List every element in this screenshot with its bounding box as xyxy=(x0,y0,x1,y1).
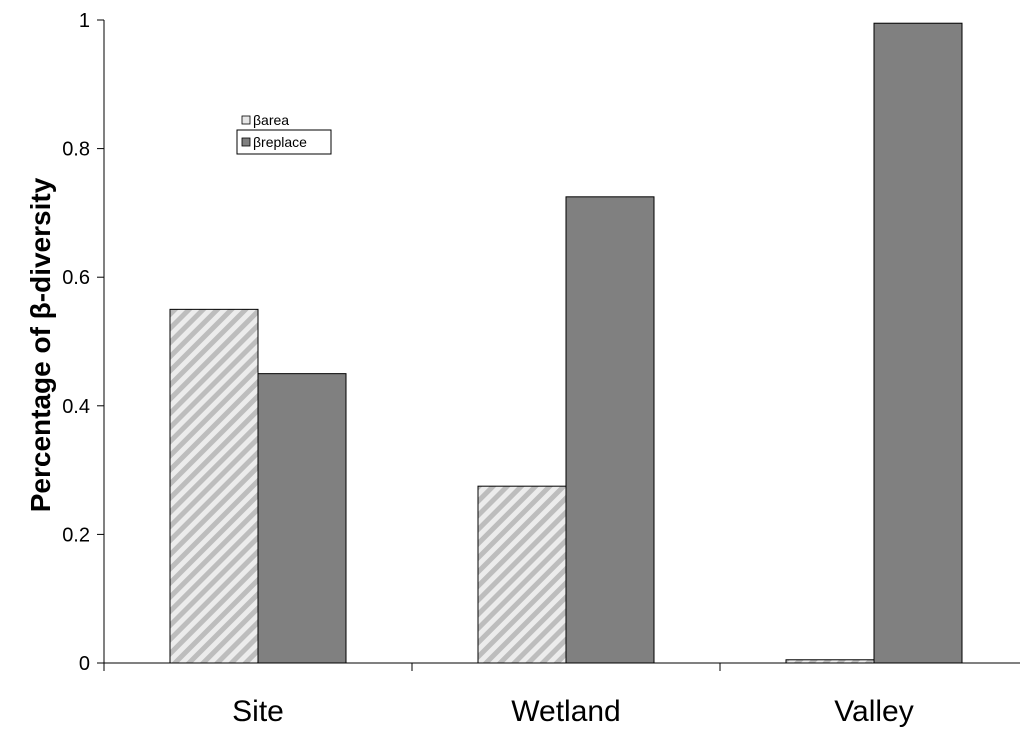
legend-box xyxy=(236,129,332,155)
bar-replace-valley xyxy=(873,22,963,664)
legend-swatch-area xyxy=(241,115,251,125)
x-tick-label-wetland: Wetland xyxy=(511,695,621,728)
legend: βarea βreplace xyxy=(236,112,332,155)
x-tick-label-site: Site xyxy=(232,695,284,728)
y-tick-label: 0.2 xyxy=(62,524,90,546)
y-tick-label: 0.8 xyxy=(62,139,90,161)
bars-layer xyxy=(169,22,963,664)
y-tick-label: 0.4 xyxy=(62,396,90,418)
bar-replace-wetland xyxy=(565,196,655,664)
bar-area-wetland xyxy=(477,485,567,664)
legend-label-area: βarea xyxy=(253,112,289,128)
bar-area-site xyxy=(169,308,259,664)
legend-label-replace: βreplace xyxy=(253,134,307,150)
bar-replace-site xyxy=(257,373,347,664)
y-axis-label: Percentage of β-diversity xyxy=(25,177,56,512)
legend-swatch-replace xyxy=(241,137,251,147)
x-tick-label-valley: Valley xyxy=(834,695,913,728)
y-tick-label: 1 xyxy=(79,10,90,32)
y-axis-ticks: 0 0.2 0.4 0.6 0.8 1 xyxy=(62,10,104,675)
y-tick-label: 0 xyxy=(79,653,90,675)
y-tick-label: 0.6 xyxy=(62,267,90,289)
x-axis-ticks: Site Wetland Valley xyxy=(103,663,914,728)
